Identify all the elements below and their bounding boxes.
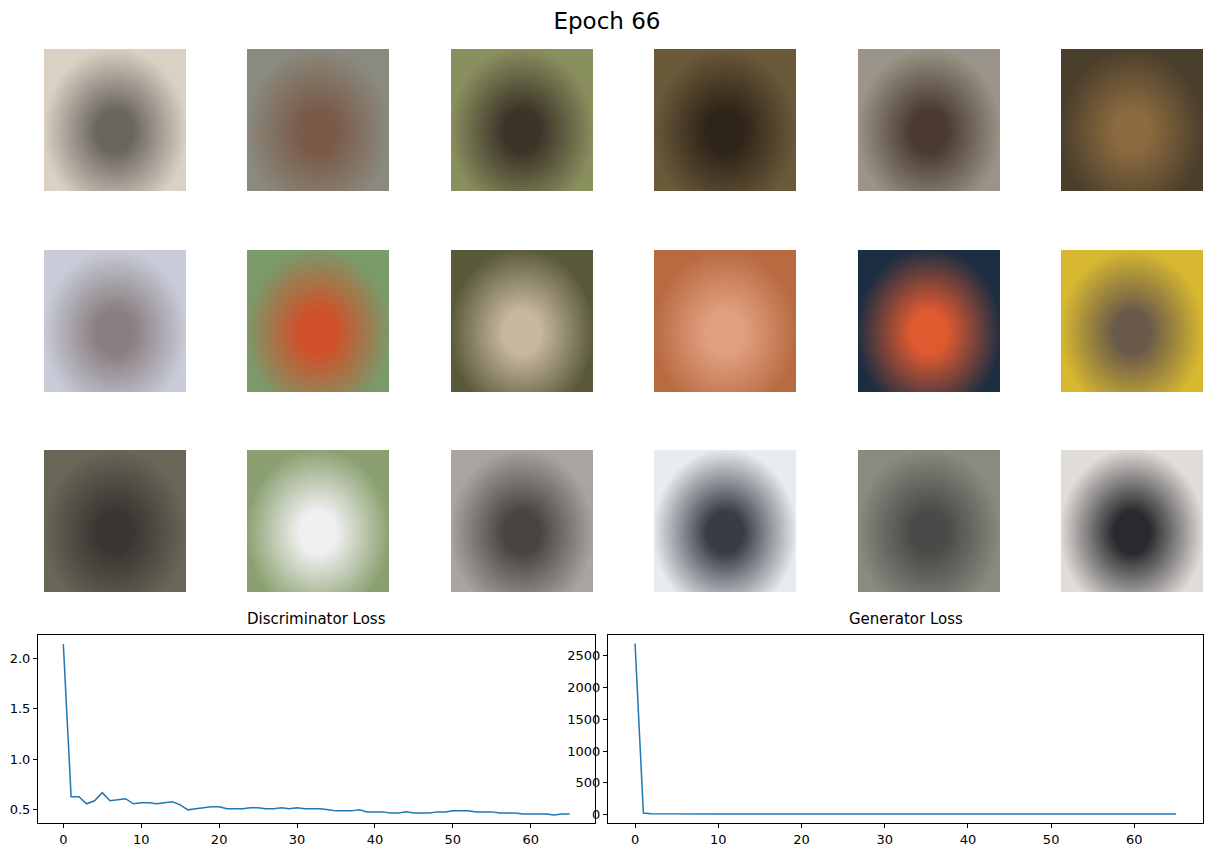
svg-text:1.0: 1.0 xyxy=(10,752,31,767)
svg-text:1000: 1000 xyxy=(567,744,600,759)
svg-text:10: 10 xyxy=(710,832,727,847)
svg-text:1500: 1500 xyxy=(567,712,600,727)
svg-text:60: 60 xyxy=(1126,832,1143,847)
svg-text:60: 60 xyxy=(522,832,539,847)
svg-text:40: 40 xyxy=(367,832,384,847)
svg-text:Discriminator Loss: Discriminator Loss xyxy=(247,610,386,628)
svg-text:20: 20 xyxy=(793,832,810,847)
svg-text:Epoch 66: Epoch 66 xyxy=(553,8,660,34)
svg-text:30: 30 xyxy=(876,832,893,847)
svg-text:20: 20 xyxy=(211,832,228,847)
svg-text:1.5: 1.5 xyxy=(10,701,31,716)
svg-text:0.5: 0.5 xyxy=(10,802,31,817)
svg-text:0: 0 xyxy=(631,832,639,847)
svg-text:50: 50 xyxy=(445,832,462,847)
svg-text:500: 500 xyxy=(576,775,601,790)
svg-text:Generator Loss: Generator Loss xyxy=(849,610,963,628)
svg-text:50: 50 xyxy=(1043,832,1060,847)
svg-text:2500: 2500 xyxy=(567,648,600,663)
svg-text:0: 0 xyxy=(592,807,600,822)
svg-text:2.0: 2.0 xyxy=(10,651,31,666)
svg-text:30: 30 xyxy=(289,832,306,847)
svg-text:2000: 2000 xyxy=(567,680,600,695)
svg-text:40: 40 xyxy=(960,832,977,847)
svg-text:10: 10 xyxy=(133,832,150,847)
svg-text:0: 0 xyxy=(59,832,67,847)
